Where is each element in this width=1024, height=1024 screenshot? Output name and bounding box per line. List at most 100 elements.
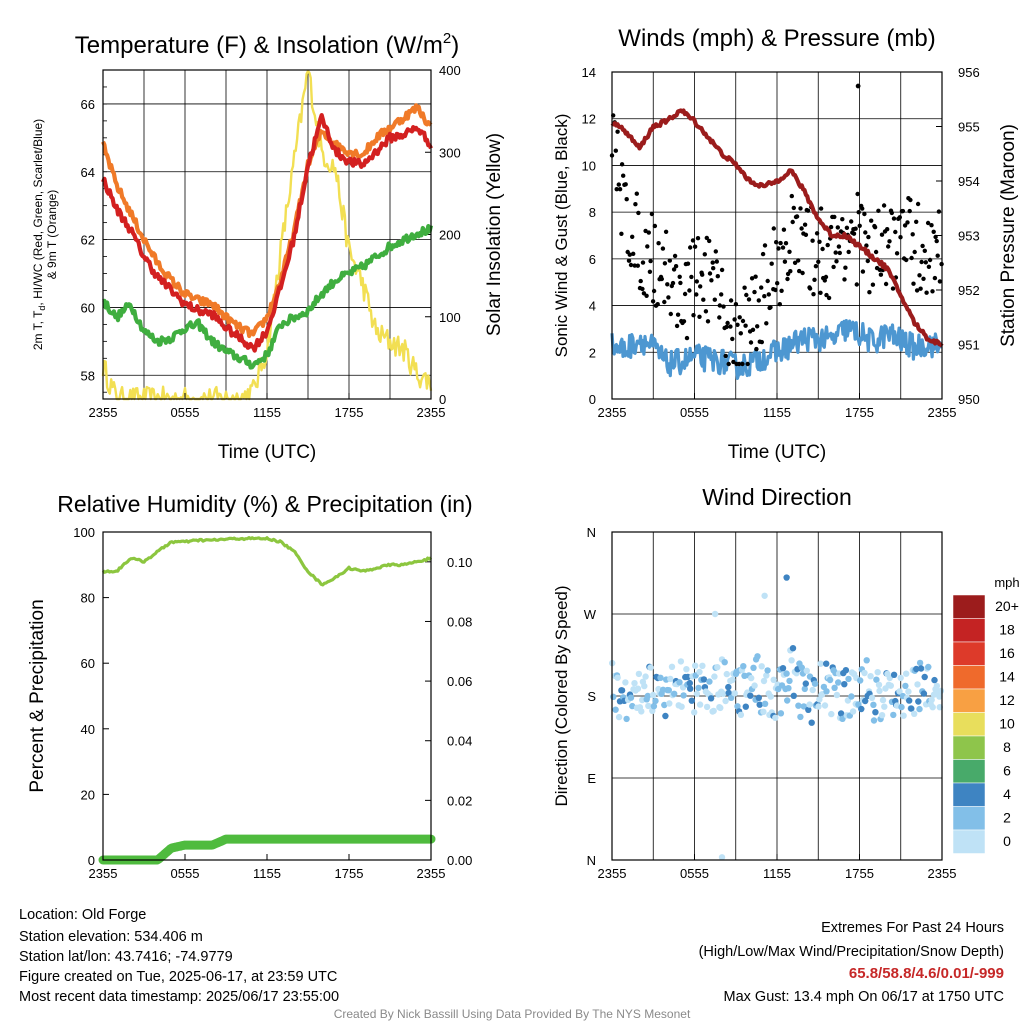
wdir-point [650,703,658,710]
gust-point [617,187,623,192]
wdir-point [668,663,676,670]
temp-y2tick-label: 300 [439,145,461,160]
wdir-point [795,702,802,709]
gust-point [762,294,767,299]
gust-point [919,259,924,265]
gust-point [719,292,724,297]
wdir-point [647,664,654,671]
wdir-point [903,670,910,677]
gust-point [728,298,734,303]
wdir-point [896,688,903,695]
gust-point [656,241,661,246]
wdir-point [872,709,879,716]
gust-point [644,293,649,298]
wdir-point [921,673,928,681]
gust-point [672,253,678,259]
wdir-point [916,659,924,667]
gust-point [780,245,786,250]
wdir-point [861,669,868,677]
wdir-point [692,662,699,669]
gust-point [667,258,672,263]
gust-point [883,281,889,287]
gust-point [750,327,756,332]
gust-point [668,311,673,317]
gust-point [634,191,639,196]
temp-xtick-label: 1755 [335,405,364,420]
gust-point [710,260,715,265]
wdir-point [662,712,669,720]
gust-point [738,331,743,336]
rh-xtick-label: 2355 [89,866,118,881]
wdir-point [839,715,846,722]
wdir-point [898,703,905,711]
gust-point [860,206,865,211]
wdir-xtick-label: 0555 [680,866,709,881]
winds-ytick-label: 14 [582,65,596,80]
wdir-point [911,710,918,717]
wdir-point [929,704,936,711]
gust-point [853,226,858,231]
wdir-xtick-label: 2355 [928,866,957,881]
wdir-point [750,664,757,671]
wdir-point [761,700,769,707]
temp-series-line [101,103,433,339]
winds-ytick-label: 6 [589,252,596,267]
extremes-subtitle: (High/Low/Max Wind/Precipitation/Snow De… [698,944,1004,960]
winds-title: Winds (mph) & Pressure (mb) [618,25,935,52]
temp-y2tick-label: 200 [439,228,461,243]
gust-point [687,288,692,293]
colorbar-swatch [952,782,986,807]
temp-series-line [101,113,433,353]
wdir-point [802,680,809,687]
gust-point [665,282,670,287]
gust-point [711,266,716,271]
rh-ytick-label: 60 [81,656,95,671]
gust-point [794,214,800,219]
gust-point [840,217,845,222]
info-created: Figure created on Tue, 2025-06-17, at 23… [19,969,338,985]
wdir-point [693,690,701,697]
gust-point [836,244,842,249]
gust-point [704,235,709,241]
wdir-point [610,693,617,700]
temp-xtick-label: 2355 [89,405,118,420]
wdir-point [790,692,797,699]
gust-point [876,208,881,213]
temp-ytick-label: 60 [81,300,95,315]
gust-point [802,222,808,227]
winds-y2tick-label: 952 [958,283,980,298]
gust-point [935,253,940,258]
rh-xtick-label: 1155 [253,866,281,881]
temperature-chart: 58 60 62 64 66 0 100 200 300 400 2355 0555 1155 1755 2… [31,30,505,463]
wdir-point [703,703,711,711]
wdir-point [786,677,793,685]
winds-y2tick-label: 953 [958,229,980,244]
gust-point [918,286,923,291]
wdir-point [831,684,838,691]
gust-point [904,257,909,263]
gust-point [635,263,640,268]
wdir-point [937,687,945,695]
temp-xtick-label: 1155 [253,405,281,420]
gust-point [766,292,771,297]
gust-point [728,324,733,329]
gust-point [796,258,801,263]
gust-point [905,220,910,225]
gust-point [636,210,641,216]
gust-point [889,210,894,216]
gust-point [649,211,655,217]
wdir-point [676,679,683,686]
gust-point [832,214,837,220]
rh-y2tick-label: 0.06 [447,674,472,689]
wdir-point [873,676,880,683]
gust-point [707,271,713,276]
humidity-chart: 0 20 40 60 80 100 0.00 0.02 0.04 0.06 0.08 0.10 2355… [27,491,473,881]
gust-point [908,197,913,203]
winds-y2label: Station Pressure (Maroon) [998,124,1019,347]
gust-point [717,315,722,320]
gust-point [624,197,629,202]
colorbar-swatch [952,806,986,831]
gust-point [659,276,664,282]
